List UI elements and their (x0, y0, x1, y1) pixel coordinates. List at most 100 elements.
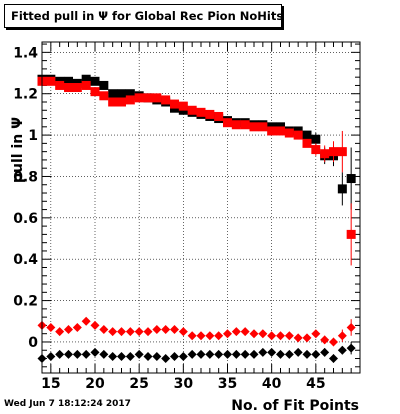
x-tick-label: 45 (306, 376, 325, 392)
data-point (117, 97, 126, 107)
data-point (108, 351, 118, 361)
data-point (125, 95, 135, 105)
data-point (178, 327, 188, 337)
data-point (64, 83, 73, 93)
data-point (81, 80, 91, 90)
data-point (320, 335, 330, 345)
x-tick-label: 15 (41, 376, 60, 392)
y-tick-label: 0.6 (13, 211, 38, 227)
data-point (311, 329, 321, 339)
data-point (311, 145, 321, 155)
x-axis-title: No. of Fit Points (231, 398, 359, 414)
x-tick-label: 20 (85, 376, 105, 392)
data-point (125, 89, 135, 99)
data-point (284, 349, 294, 359)
data-point (249, 349, 259, 359)
data-point (231, 120, 241, 130)
plot-frame (41, 41, 361, 374)
y-tick-label: 0.2 (13, 294, 38, 310)
y-tick-label: 1 (28, 128, 38, 144)
data-point (240, 349, 250, 359)
data-point (143, 93, 153, 103)
data-point (258, 122, 268, 132)
y-tick-label: 0.8 (13, 169, 38, 185)
x-tick-label: 25 (129, 376, 148, 392)
data-point (311, 134, 321, 144)
data-point (293, 130, 303, 140)
data-point (134, 349, 144, 359)
data-point (337, 345, 347, 355)
data-point (143, 327, 153, 337)
data-point (240, 120, 250, 130)
data-point (99, 80, 109, 90)
data-point (267, 331, 277, 341)
data-point (152, 93, 162, 103)
y-tick-label: 1.4 (13, 45, 38, 61)
series-3 (37, 316, 356, 347)
data-point (72, 322, 82, 332)
data-point (125, 327, 135, 337)
data-point (72, 83, 82, 93)
data-point (46, 351, 56, 361)
data-point (55, 80, 65, 90)
data-point (187, 331, 197, 341)
data-point (46, 76, 56, 86)
data-point (276, 331, 285, 341)
data-point (152, 325, 162, 335)
data-point (214, 111, 224, 121)
data-point (196, 349, 206, 359)
data-points (37, 74, 356, 364)
data-point (214, 331, 224, 341)
data-point (320, 149, 330, 159)
data-point (231, 327, 241, 337)
data-point (223, 349, 232, 359)
data-point (99, 91, 109, 101)
data-point (64, 349, 73, 359)
data-point (178, 101, 188, 111)
data-point (90, 347, 100, 357)
data-point (108, 97, 118, 107)
data-point (99, 325, 109, 335)
data-point (117, 89, 126, 99)
data-point (81, 74, 91, 84)
data-point (64, 325, 73, 335)
data-point (161, 95, 171, 105)
data-point (249, 329, 259, 339)
grid-lines (42, 42, 360, 373)
data-point (311, 349, 321, 359)
data-point (108, 327, 118, 337)
data-point (337, 331, 347, 341)
data-point (134, 93, 144, 103)
data-point (214, 349, 224, 359)
data-point (161, 325, 171, 335)
y-tick-label: 1.2 (13, 87, 38, 103)
data-point (108, 89, 118, 99)
data-point (346, 343, 356, 353)
title-box: Fitted pull in Ψ for Global Rec Pion NoH… (4, 4, 284, 28)
data-point (302, 333, 312, 343)
data-point (329, 354, 338, 364)
data-point (134, 327, 144, 337)
data-point (152, 351, 162, 361)
data-point (170, 351, 179, 361)
data-point (346, 174, 356, 184)
y-tick-label: 0 (28, 335, 38, 351)
y-axis-title: pull in Ψ (10, 117, 26, 183)
data-point (90, 76, 100, 86)
data-point (293, 333, 303, 343)
data-point (187, 105, 197, 115)
chart-title: Fitted pull in Ψ for Global Rec Pion NoH… (11, 9, 284, 23)
data-point (161, 354, 171, 364)
x-tick-label: 40 (262, 376, 282, 392)
data-point (55, 327, 65, 337)
data-point (46, 322, 56, 332)
data-point (249, 122, 259, 132)
data-point (170, 99, 179, 109)
data-point (329, 337, 338, 347)
x-tick-label: 30 (174, 376, 194, 392)
data-point (81, 349, 91, 359)
data-point (205, 349, 215, 359)
data-point (240, 327, 250, 337)
data-point (117, 327, 126, 337)
data-point (125, 351, 135, 361)
